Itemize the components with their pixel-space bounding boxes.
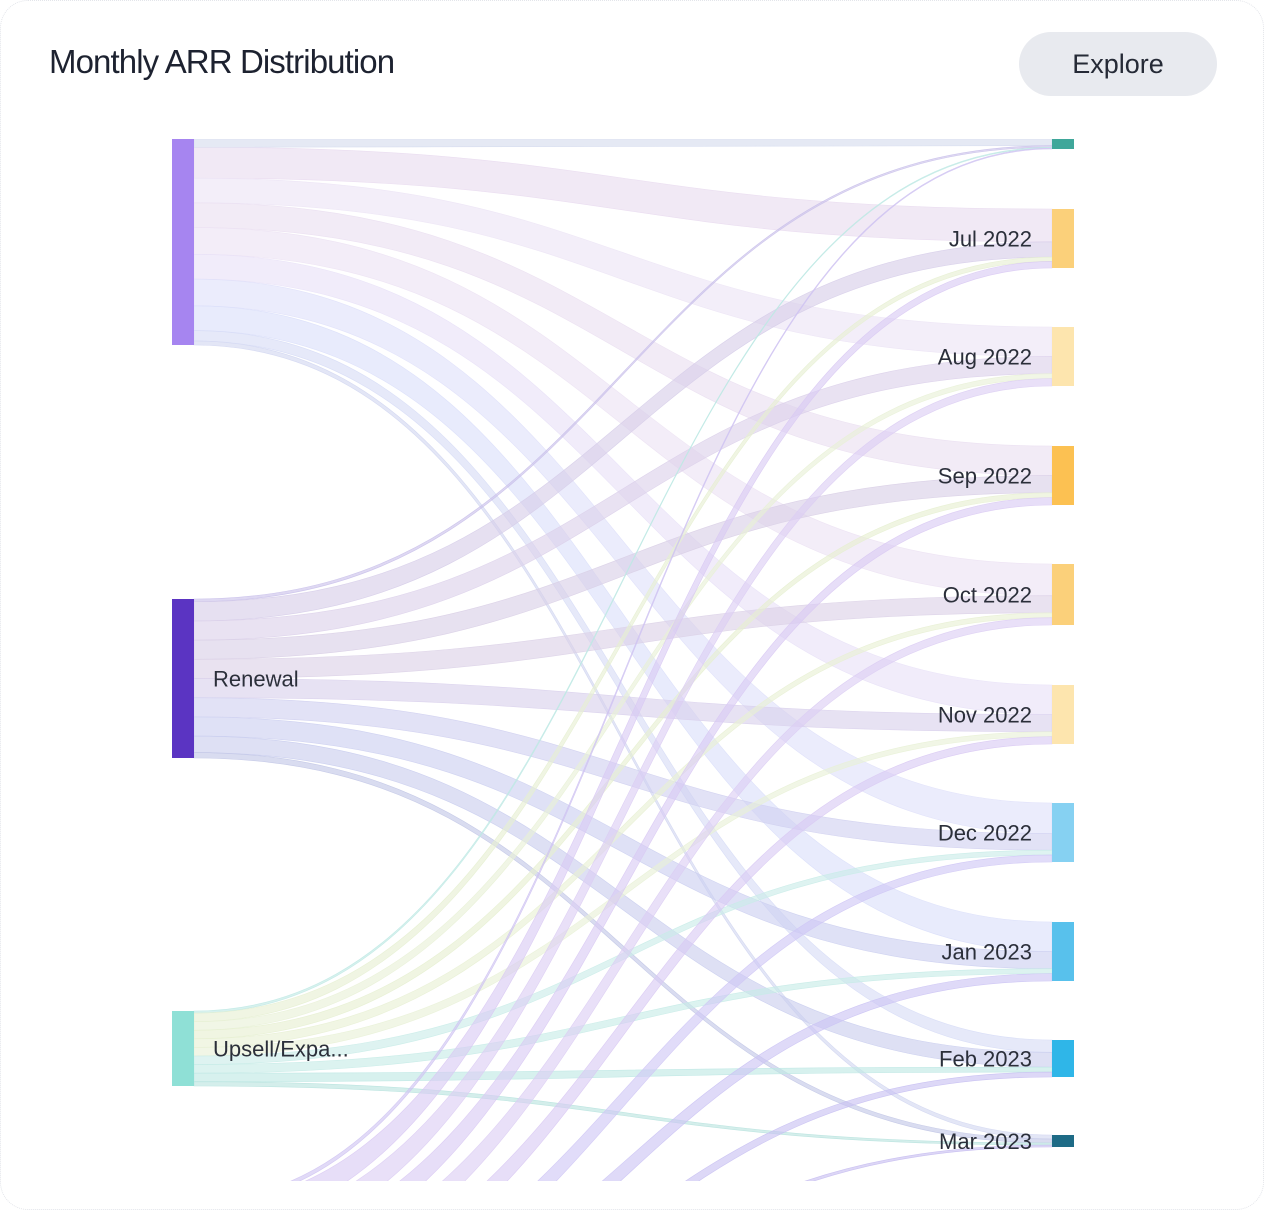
sankey-target-node-sep22[interactable] (1052, 446, 1074, 505)
sankey-source-node-upsell[interactable] (172, 1011, 194, 1086)
links-layer (193, 139, 1053, 1181)
sankey-source-node-src_top[interactable] (172, 139, 194, 345)
sankey-source-label-renewal: Renewal (213, 667, 299, 692)
sankey-source-label-upsell: Upsell/Expa... (213, 1037, 349, 1062)
labels-layer: Renewal Upsell/Expa... Jul 2022 Aug 2022 Sep… (213, 227, 1032, 1155)
nodes-layer (172, 139, 1074, 1147)
sankey-target-label-dec22: Dec 2022 (938, 821, 1032, 846)
sankey-target-node-feb23[interactable] (1052, 1040, 1074, 1077)
chart-title: Monthly ARR Distribution (49, 43, 395, 80)
sankey-target-label-mar23: Mar 2023 (939, 1129, 1032, 1154)
sankey-target-label-jul22: Jul 2022 (949, 227, 1032, 252)
sankey-target-label-jan23: Jan 2023 (941, 940, 1032, 965)
explore-button[interactable]: Explore (1019, 32, 1217, 96)
sankey-target-node-mar23[interactable] (1052, 1135, 1074, 1147)
sankey-target-label-oct22: Oct 2022 (943, 583, 1032, 608)
sankey-target-node-jan23[interactable] (1052, 922, 1074, 981)
sankey-chart-viewport: Renewal Upsell/Expa... Jul 2022 Aug 2022 Sep… (1, 139, 1263, 1181)
sankey-target-label-nov22: Nov 2022 (938, 703, 1032, 728)
sankey-target-node-oct22[interactable] (1052, 564, 1074, 625)
sankey-target-node-top_teal[interactable] (1052, 139, 1074, 149)
sankey-target-node-jul22[interactable] (1052, 209, 1074, 268)
sankey-target-node-aug22[interactable] (1052, 327, 1074, 386)
sankey-target-node-dec22[interactable] (1052, 803, 1074, 862)
sankey-chart: Renewal Upsell/Expa... Jul 2022 Aug 2022 Sep… (172, 139, 1074, 1181)
sankey-target-label-feb23: Feb 2023 (939, 1047, 1032, 1072)
sankey-target-label-aug22: Aug 2022 (938, 345, 1032, 370)
sankey-target-node-nov22[interactable] (1052, 685, 1074, 744)
sankey-link-src_top-top_teal[interactable] (193, 139, 1053, 148)
sankey-link-src_below-oct22[interactable] (194, 617, 1053, 1181)
sankey-target-label-sep22: Sep 2022 (938, 464, 1032, 489)
sankey-source-node-renewal[interactable] (172, 599, 194, 758)
